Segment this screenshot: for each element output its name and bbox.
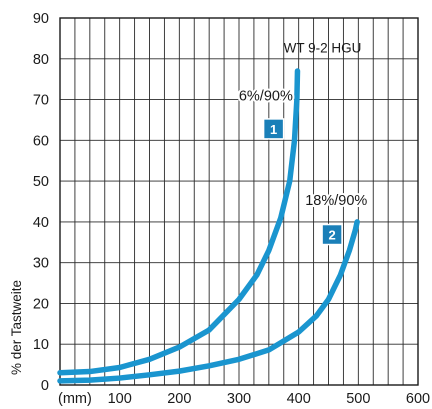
y-tick-label: 10 [33, 337, 49, 353]
y-tick-label: 20 [33, 296, 49, 312]
y-tick-label: 30 [33, 256, 49, 272]
x-tick-label: 200 [167, 391, 191, 407]
x-tick-label: 100 [108, 391, 132, 407]
plot-frame [59, 17, 419, 386]
x-tick-label: 600 [406, 391, 430, 407]
series-label-1: 6%/90% [239, 88, 293, 104]
x-tick-label: 500 [346, 391, 370, 407]
labels: 0 10 20 30 40 50 60 70 80 90 100 200 300 400 500 600 (mm… [9, 11, 430, 407]
series-label-2: 18%/90% [305, 193, 367, 209]
curves [57, 68, 360, 384]
y-tick-label: 80 [33, 52, 49, 68]
chart-annotation: WT 9-2 HGU [284, 41, 362, 56]
series-badge-1 [262, 118, 285, 140]
x-axis-label: (mm) [58, 391, 92, 407]
y-tick-label: 90 [33, 11, 49, 27]
series-badge-2 [321, 223, 343, 246]
series-line-1 [57, 68, 301, 376]
series-line-2 [57, 219, 360, 384]
x-tick-label: 400 [287, 391, 311, 407]
y-tick-label: 40 [33, 215, 49, 231]
y-tick-label: 70 [33, 93, 49, 109]
series-badge-number: 1 [270, 122, 277, 137]
y-tick-label: 0 [41, 378, 49, 394]
y-tick-label: 60 [33, 133, 49, 149]
grid [60, 18, 418, 385]
x-tick-label: 300 [227, 391, 251, 407]
axes [59, 17, 419, 386]
y-tick-label: 50 [33, 174, 49, 190]
series-badge-number: 2 [328, 228, 335, 243]
y-axis-label: % der Tastweite [9, 280, 24, 375]
